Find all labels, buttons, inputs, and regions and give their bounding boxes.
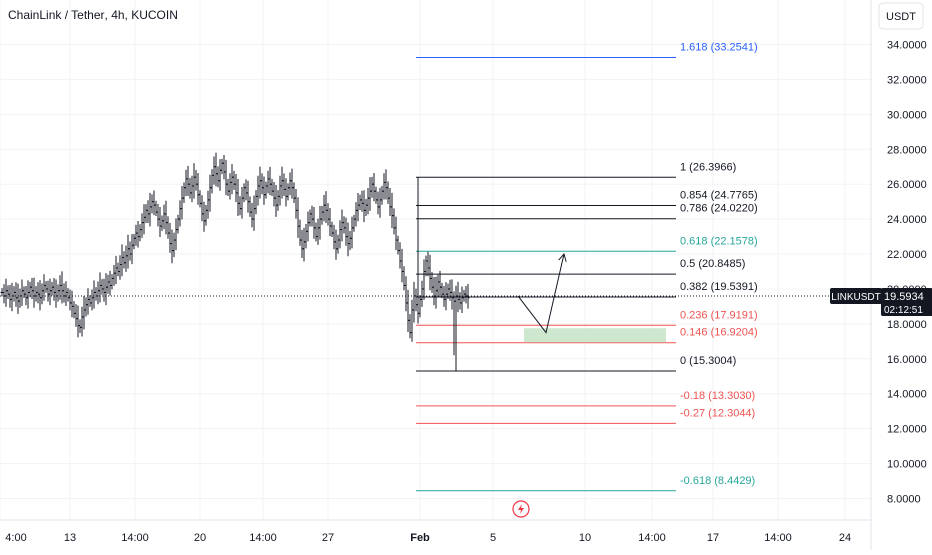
fib-level-label: 0.854 (24.7765) [680,190,758,202]
fib-level-label: -0.618 (8.4429) [680,475,755,487]
fib-level-label: 0.618 (22.1578) [680,235,758,247]
price-tick-label: 22.0000 [887,249,927,261]
symbol-tag [830,288,882,305]
fib-level-label: 0.5 (20.8485) [680,258,745,270]
chart-title: ChainLink / Tether, 4h, KUCOIN [8,8,178,22]
interval[interactable]: 4h [111,8,125,22]
price-tick-label: 16.0000 [887,354,927,366]
price-tick-label: 28.0000 [887,144,927,156]
projection-arrowhead [558,253,567,262]
time-tick-label: 27 [322,532,334,544]
time-tick-label: 14:00 [121,532,149,544]
price-tick-label: 32.0000 [887,74,927,86]
last-price-label: 19.5934 [884,291,924,303]
time-tick-label: 4:00 [5,532,26,544]
exchange: KUCOIN [131,8,178,22]
lightning-bolt [518,504,524,514]
currency-button[interactable] [878,2,924,30]
price-tick-label: 26.0000 [887,179,927,191]
time-tick-label: 10 [579,532,591,544]
time-tick-label: 14:00 [638,532,666,544]
price-tick-label: 30.0000 [887,109,927,121]
time-tick-label: 17 [707,532,719,544]
price-tick-label: 24.0000 [887,214,927,226]
title-sep-2: , [124,8,132,22]
fib-level-label: 0.786 (24.0220) [680,203,758,215]
fib-level-label: 1.618 (33.2541) [680,42,758,54]
time-tick-label: 14:00 [249,532,277,544]
time-tick-label: Feb [410,532,430,544]
price-tick-label: 14.0000 [887,389,927,401]
fib-level-label: -0.27 (12.3044) [680,407,755,419]
fib-level-label: 0 (15.3004) [680,355,736,367]
price-tick-label: 34.0000 [887,40,927,52]
fib-level-label: 0.382 (19.5391) [680,281,758,293]
time-tick-label: 14:00 [764,532,792,544]
last-price-badge [881,288,932,317]
fib-level-label: 0.146 (16.9204) [680,327,758,339]
currency-label: USDT [886,11,916,23]
price-tick-label: 12.0000 [887,424,927,436]
countdown-label: 02:12:51 [884,305,923,316]
fib-level-label: 0.236 (17.9191) [680,309,758,321]
target-zone[interactable] [524,328,666,343]
projection-path[interactable] [517,253,565,334]
price-tick-label: 10.0000 [887,459,927,471]
symbol-name[interactable]: ChainLink / Tether [8,8,105,22]
fib-level-label: 1 (26.3966) [680,161,736,173]
symbol-tag-text: LINKUSDT [831,292,880,303]
time-tick-label: 20 [194,532,206,544]
price-tick-label: 18.0000 [887,319,927,331]
title-sep-1: , [104,8,112,22]
time-tick-label: 13 [64,532,76,544]
time-tick-label: 5 [490,532,496,544]
time-tick-label: 24 [839,532,851,544]
fib-level-label: -0.18 (13.3030) [680,390,755,402]
price-tick-label: 8.0000 [887,493,921,505]
